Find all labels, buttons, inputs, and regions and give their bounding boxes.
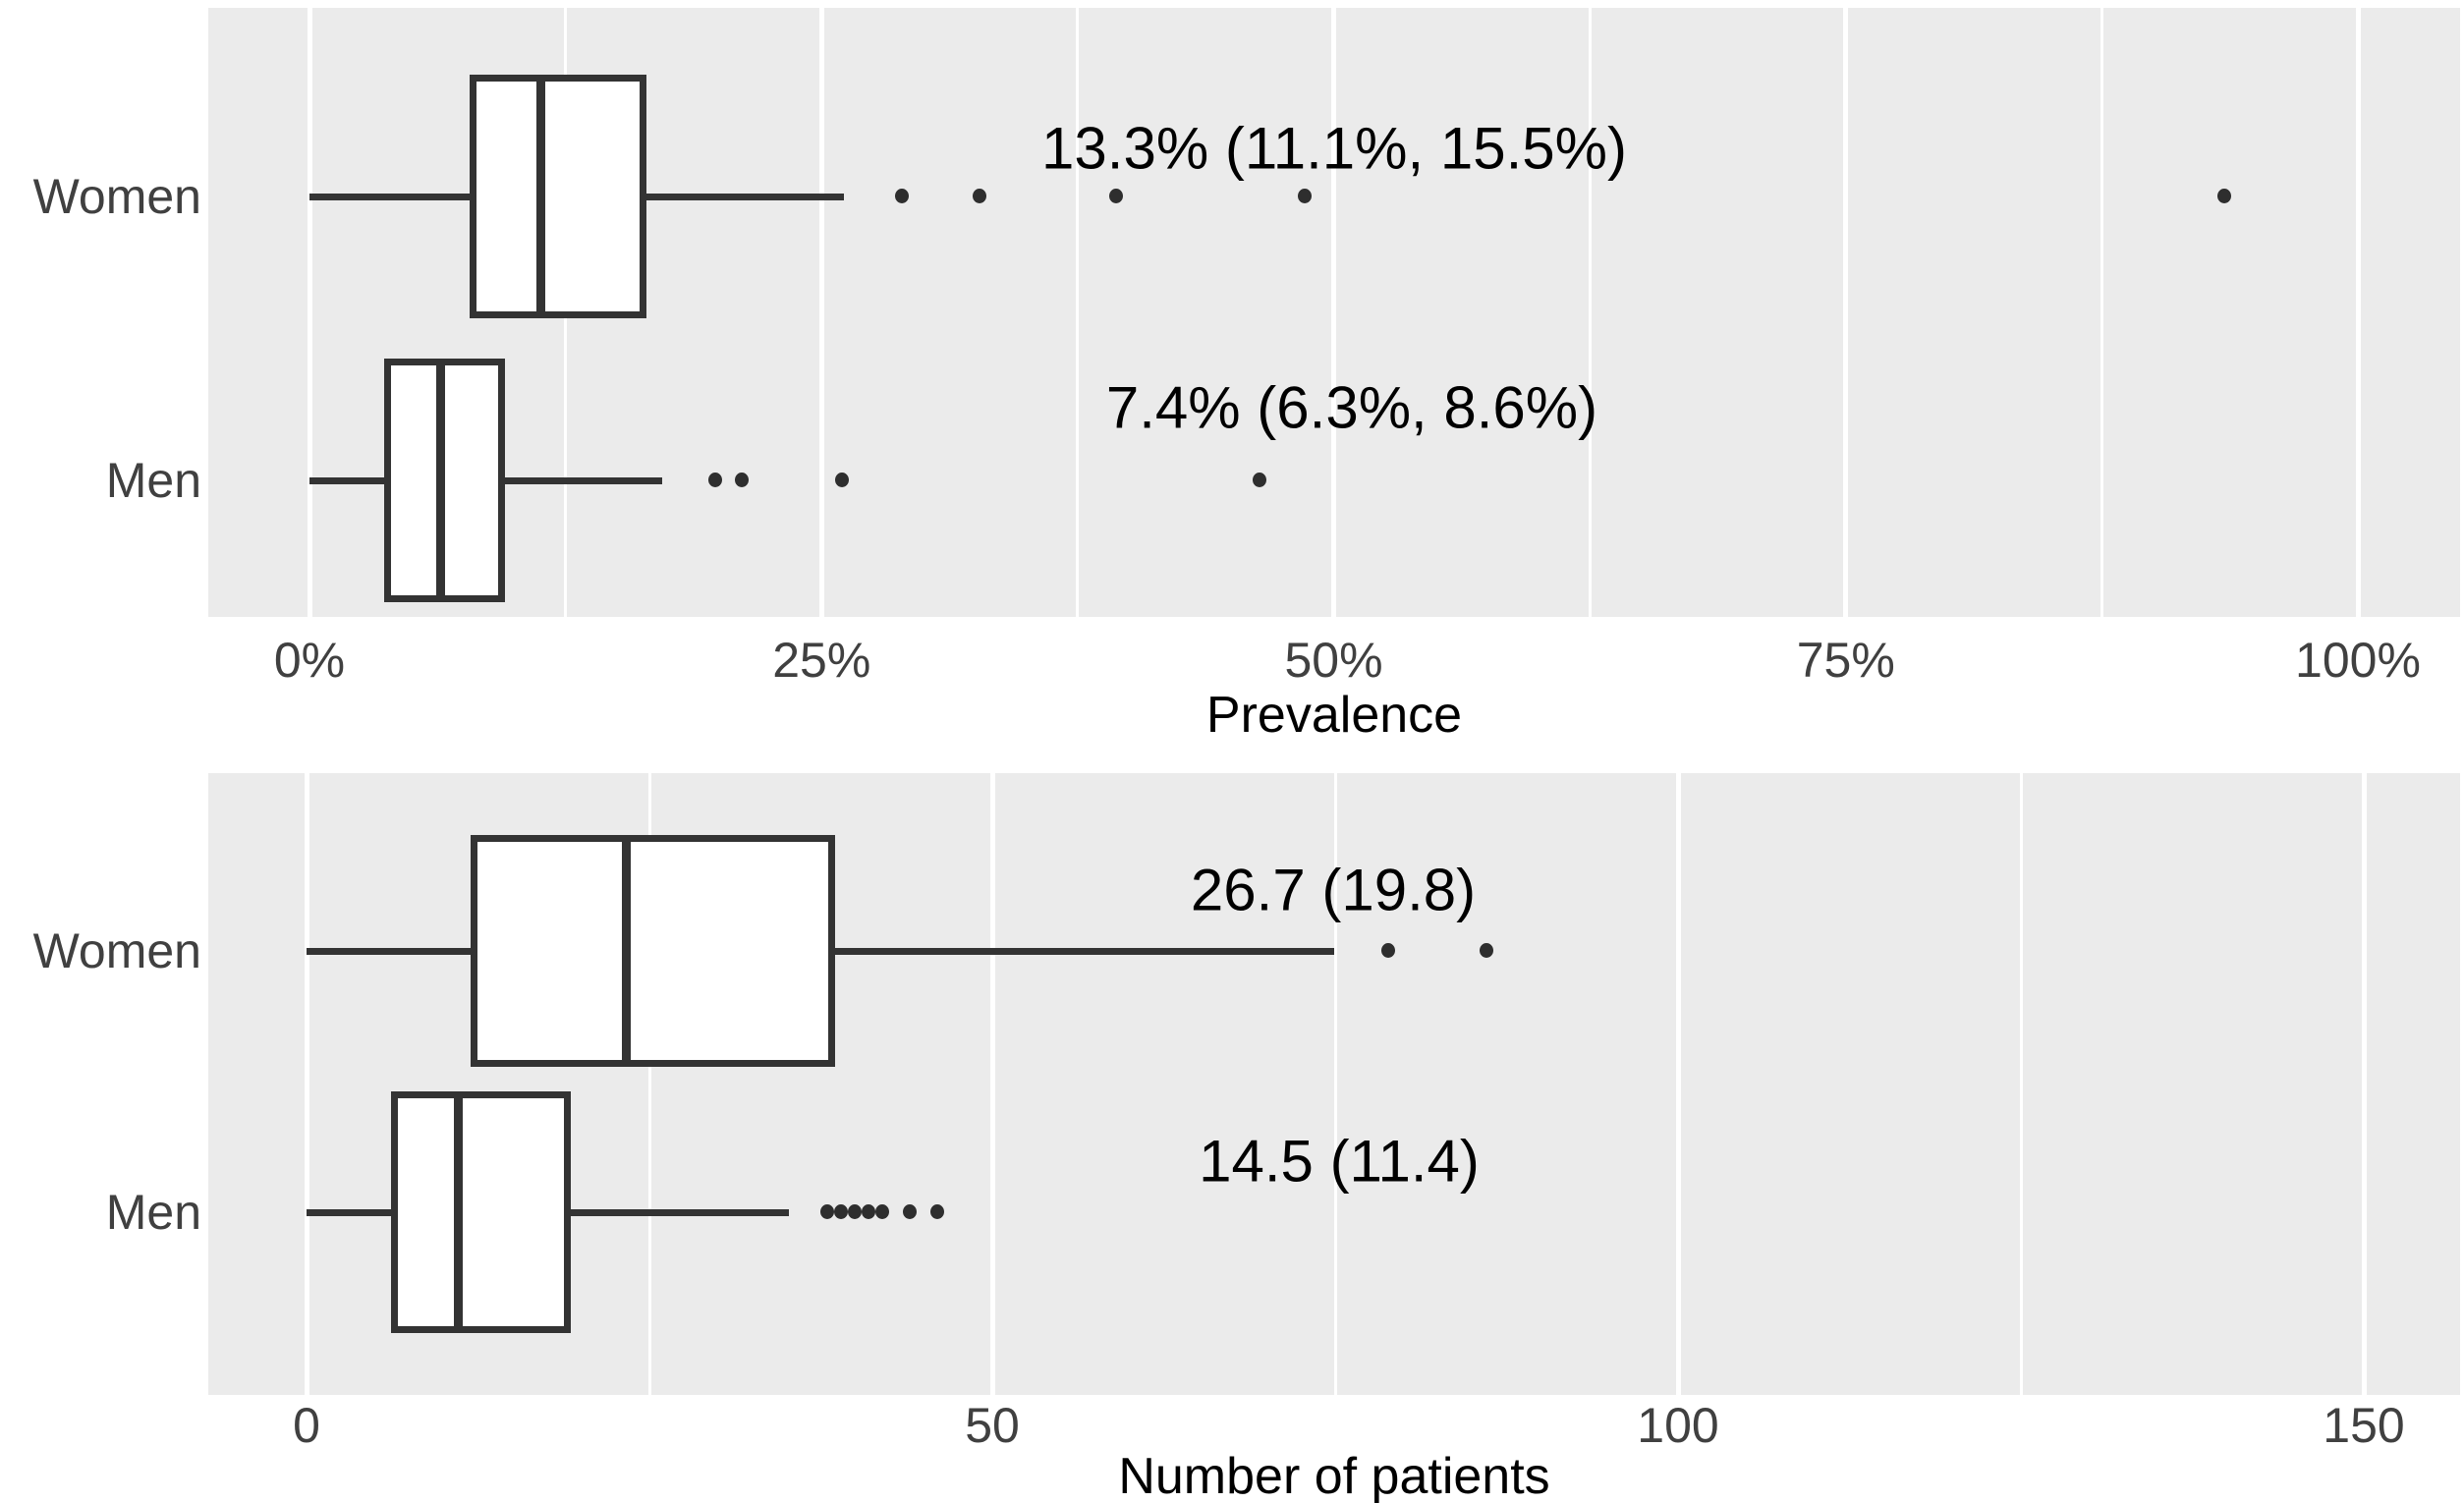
gridline-major <box>818 8 824 617</box>
outlier-dot <box>1253 473 1267 487</box>
whisker-upper <box>501 477 662 484</box>
summary-annotation: 26.7 (19.8) <box>1190 857 1477 923</box>
outlier-dot <box>1109 189 1124 203</box>
x-tick-label: 100 <box>1637 1398 1719 1453</box>
gridline-major <box>989 773 995 1395</box>
outlier-dot <box>1479 943 1493 958</box>
gridline-minor <box>1588 8 1592 617</box>
x-tick-label: 50% <box>1284 633 1383 688</box>
median-line <box>435 359 445 602</box>
x-tick-label: 25% <box>772 633 871 688</box>
x-tick-label: 100% <box>2295 633 2421 688</box>
outlier-dot <box>930 1204 945 1219</box>
x-tick-label: 0 <box>293 1398 320 1453</box>
axis-label-women-patients: Women <box>32 923 201 978</box>
axis-label-women-prevalence: Women <box>32 169 201 224</box>
gridline-major <box>307 8 312 617</box>
whisker-lower <box>307 1209 395 1216</box>
median-line <box>536 75 546 318</box>
outlier-dot <box>862 1204 876 1219</box>
iqr-box <box>470 835 836 1067</box>
outlier-dot <box>972 189 986 203</box>
iqr-box <box>390 1091 571 1333</box>
axis-label-men-patients: Men <box>105 1185 201 1240</box>
x-tick-label: 0% <box>273 633 346 688</box>
gridline-major <box>1331 8 1336 617</box>
outlier-dot <box>903 1204 918 1219</box>
outlier-dot <box>1381 943 1396 958</box>
axis-label-men-prevalence: Men <box>105 453 201 508</box>
whisker-lower <box>309 477 388 484</box>
median-line <box>454 1091 464 1333</box>
outlier-dot <box>848 1204 863 1219</box>
x-axis-title-patients: Number of patients <box>1118 1448 1550 1503</box>
x-tick-label: 150 <box>2323 1398 2405 1453</box>
gridline-major <box>2355 8 2361 617</box>
outlier-dot <box>2217 189 2232 203</box>
outlier-dot <box>875 1204 890 1219</box>
gridline-minor <box>1333 773 1337 1395</box>
whisker-lower <box>309 194 474 200</box>
outlier-dot <box>835 473 850 487</box>
gridline-major <box>304 773 309 1395</box>
whisker-upper <box>567 1209 790 1216</box>
gridline-minor <box>2100 8 2103 617</box>
x-axis-title-prevalence: Prevalence <box>1205 687 1463 744</box>
outlier-dot <box>1298 189 1313 203</box>
median-line <box>621 835 631 1067</box>
gridline-minor <box>647 773 651 1395</box>
gridline-minor <box>2019 773 2023 1395</box>
outlier-dot <box>707 473 722 487</box>
whisker-lower <box>307 948 475 955</box>
outlier-dot <box>894 189 909 203</box>
gridline-major <box>2361 773 2367 1395</box>
outlier-dot <box>834 1204 849 1219</box>
x-tick-label: 75% <box>1796 633 1895 688</box>
x-tick-label: 50 <box>965 1398 1020 1453</box>
whisker-upper <box>831 948 1334 955</box>
whisker-upper <box>643 194 845 200</box>
summary-annotation: 14.5 (11.4) <box>1199 1128 1480 1195</box>
outlier-dot <box>734 473 749 487</box>
summary-annotation: 7.4% (6.3%, 8.6%) <box>1105 374 1598 441</box>
gridline-major <box>1675 773 1681 1395</box>
gridline-minor <box>1076 8 1080 617</box>
outlier-dot <box>820 1204 835 1219</box>
iqr-box <box>470 75 647 318</box>
summary-annotation: 13.3% (11.1%, 15.5%) <box>1041 115 1627 182</box>
gridline-major <box>1843 8 1849 617</box>
